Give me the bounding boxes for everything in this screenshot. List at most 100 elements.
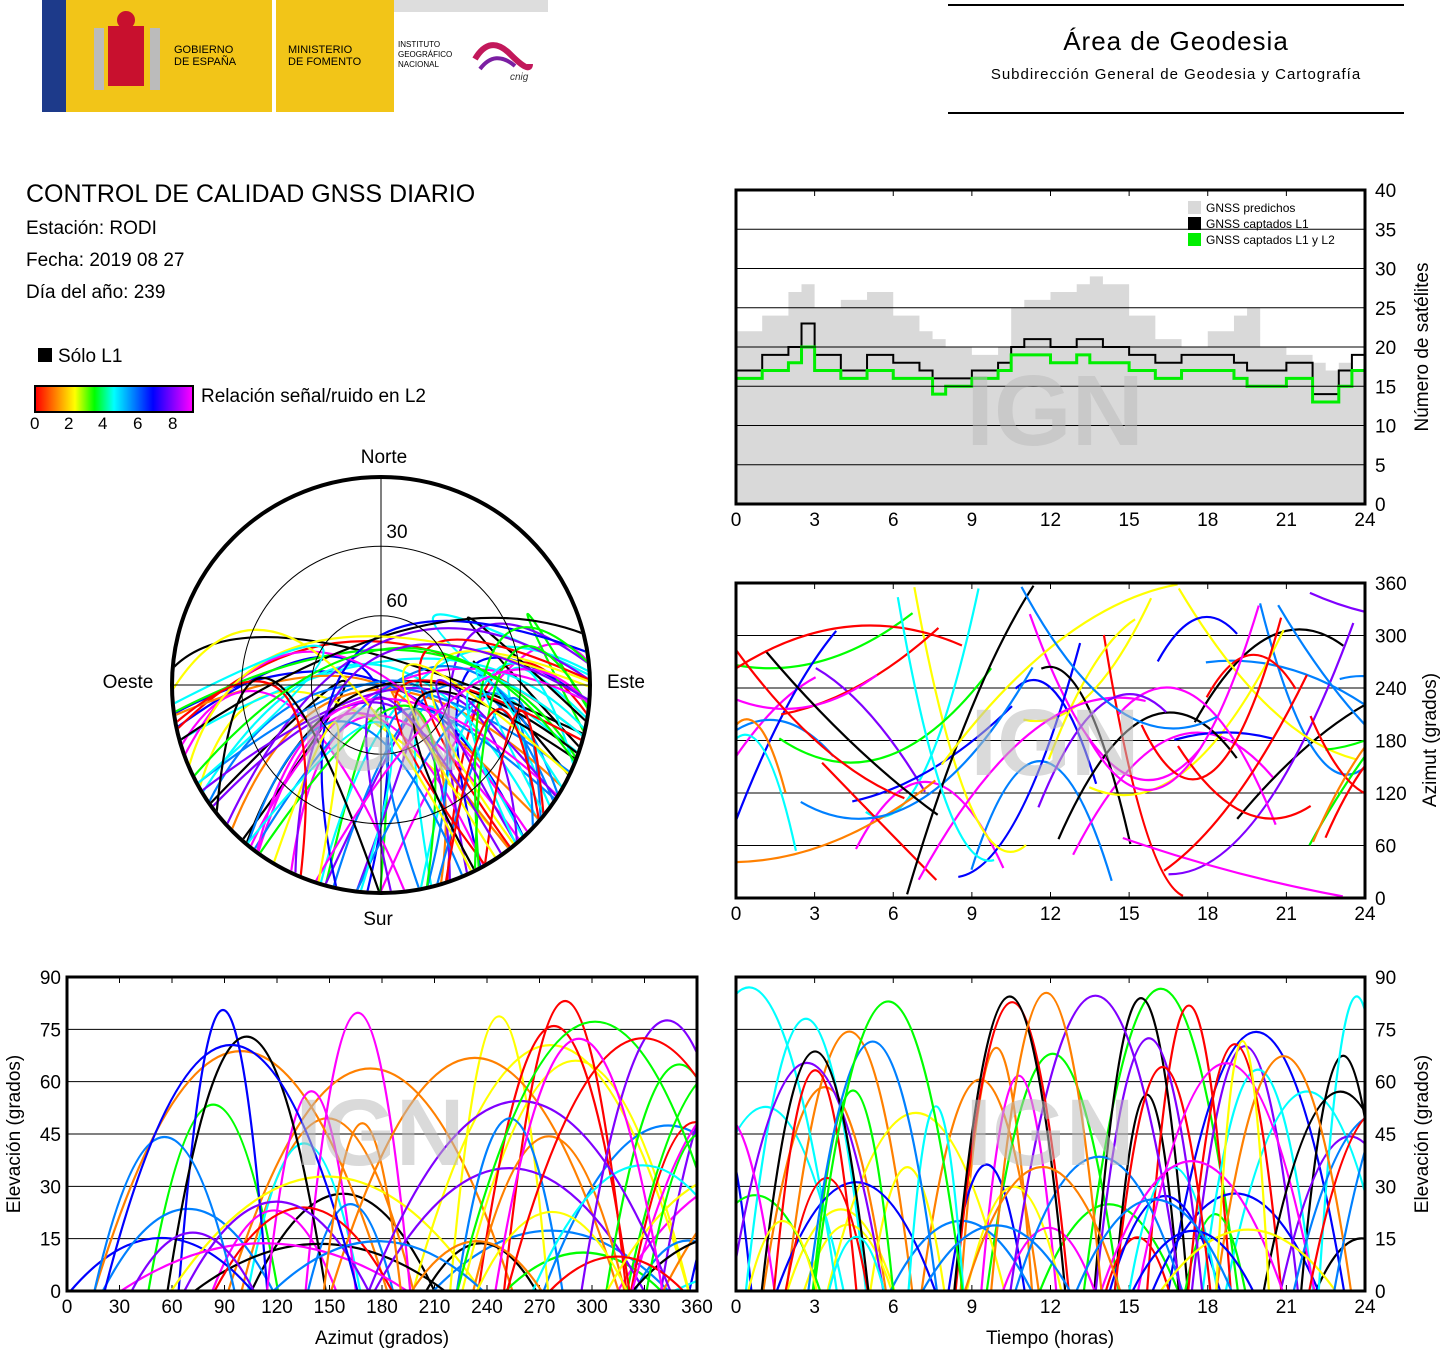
x-tick-label: 15 xyxy=(1119,904,1140,925)
azimuth-track xyxy=(1309,591,1365,613)
azimuth-track xyxy=(1312,745,1365,843)
elevation-time-track xyxy=(1190,1045,1299,1291)
azimuth-track xyxy=(736,733,797,852)
azimuth-track xyxy=(1156,615,1238,662)
instituto-text: INSTITUTO GEOGRÁFICO NACIONAL xyxy=(398,40,453,69)
azimuth-track xyxy=(1205,653,1297,698)
x-tick-label: 24 xyxy=(1354,510,1376,531)
elevation-azimuth-track xyxy=(213,1206,394,1291)
satellite-track xyxy=(174,644,325,785)
report-title: CONTROL DE CALIDAD GNSS DIARIO xyxy=(26,180,476,208)
y-tick-label: 120 xyxy=(1375,784,1407,805)
azimuth-track xyxy=(778,667,993,764)
azimuth-track xyxy=(1023,597,1153,723)
azimuth-track xyxy=(1324,764,1365,839)
y-tick-label: 45 xyxy=(1375,1125,1396,1146)
elevation-time-track xyxy=(807,1040,938,1291)
legend-entry: GNSS predichos xyxy=(1206,201,1295,215)
snr-tick: 2 xyxy=(64,414,74,433)
ministerio-text: MINISTERIO DE FOMENTO xyxy=(288,44,362,68)
x-tick-label: 9 xyxy=(967,1297,978,1318)
satellite-track xyxy=(401,663,571,860)
y-axis-title: Azimut (grados) xyxy=(1420,673,1441,807)
elevation-time-track xyxy=(1075,1198,1233,1291)
elevation-azimuth-track xyxy=(170,1175,482,1291)
y-tick-label: 25 xyxy=(1375,299,1396,320)
azimuth-track xyxy=(1174,731,1274,741)
elevation-time-track xyxy=(1184,1213,1247,1291)
snr-tick: 6 xyxy=(133,414,143,433)
azimuth-track xyxy=(800,666,1034,820)
l1-only-label: Sólo L1 xyxy=(58,346,123,367)
cnig-logo-icon: cnig xyxy=(472,42,533,83)
azimuth-track xyxy=(736,676,817,759)
x-tick-label: 0 xyxy=(62,1297,73,1318)
x-tick-label: 90 xyxy=(214,1297,235,1318)
ign-watermark: IGN xyxy=(966,355,1144,467)
elevation-azimuth-track xyxy=(120,1242,408,1291)
elevation-azimuth-track xyxy=(322,1122,402,1291)
x-tick-label: 9 xyxy=(967,510,978,531)
x-tick-label: 360 xyxy=(681,1297,713,1318)
plot-border xyxy=(734,975,1367,1293)
elevation-time-track xyxy=(772,1069,858,1291)
satellite-track xyxy=(200,686,519,844)
x-tick-label: 15 xyxy=(1119,1297,1140,1318)
elevation-azimuth-track xyxy=(504,1251,662,1291)
x-tick-label: 18 xyxy=(1197,904,1218,925)
elevation-time-track xyxy=(1215,1040,1270,1291)
satellite-track xyxy=(466,676,585,845)
eu-flag-strip xyxy=(42,0,66,112)
x-tick-label: 6 xyxy=(888,904,899,925)
elevation-time-track xyxy=(1308,1116,1365,1291)
snr-colorbar xyxy=(34,385,194,413)
satellite-track xyxy=(245,721,394,891)
x-axis-title: Tiempo (horas) xyxy=(986,1328,1114,1349)
elevation-azimuth-track xyxy=(103,1043,359,1291)
azimuth-track xyxy=(1122,836,1343,898)
elevation-azimuth-track xyxy=(645,1133,697,1291)
ign-watermark: IGN xyxy=(301,690,461,790)
x-tick-label: 60 xyxy=(161,1297,182,1318)
x-tick-label: 21 xyxy=(1276,510,1297,531)
elevation-time-track xyxy=(760,1050,870,1291)
legend-swatch xyxy=(1188,201,1201,214)
azimuth-track xyxy=(764,649,939,816)
y-tick-label: 60 xyxy=(40,1073,61,1094)
elevation-time-track xyxy=(1082,987,1239,1291)
elevation-time-track xyxy=(959,1046,1034,1291)
y-tick-label: 20 xyxy=(1375,338,1396,359)
ign-watermark: IGN xyxy=(296,1080,465,1186)
elevation-time-track xyxy=(907,1105,965,1291)
elevation-azimuth-track xyxy=(93,1050,389,1291)
ign-watermark: IGN xyxy=(971,690,1140,796)
elevation-azimuth-track xyxy=(542,1124,697,1291)
elevation-time-track xyxy=(1146,1004,1232,1291)
elevation-time-track xyxy=(990,992,1103,1291)
ring-label-30: 30 xyxy=(386,522,407,543)
area-title: Área de Geodesia xyxy=(1063,26,1289,56)
y-tick-label: 60 xyxy=(1375,1073,1396,1094)
y-tick-label: 60 xyxy=(1375,837,1396,858)
satellite-track xyxy=(174,628,473,873)
satellite-track xyxy=(385,707,557,890)
ring-label-60: 60 xyxy=(386,591,407,612)
elevation-time-track xyxy=(1094,1037,1204,1291)
azimuth-track xyxy=(1339,674,1365,681)
legend-entry: GNSS captados L1 xyxy=(1206,217,1309,231)
satellite-track xyxy=(201,663,540,822)
azimuth-track xyxy=(1325,739,1365,751)
elevation-time-track xyxy=(1038,1203,1180,1291)
station-label: Estación: RODI xyxy=(26,218,157,239)
satellite-track xyxy=(526,612,588,734)
plot-border xyxy=(65,975,699,1293)
elevation-time-track xyxy=(1159,1228,1337,1291)
elevation-azimuth-tracks xyxy=(69,1000,697,1291)
x-tick-label: 6 xyxy=(888,510,899,531)
elevation-time-track xyxy=(1317,995,1365,1291)
elevation-time-track xyxy=(1093,997,1189,1291)
satellite-track xyxy=(475,667,564,816)
elevation-time-track xyxy=(1009,994,1182,1291)
y-tick-label: 90 xyxy=(1375,968,1396,989)
